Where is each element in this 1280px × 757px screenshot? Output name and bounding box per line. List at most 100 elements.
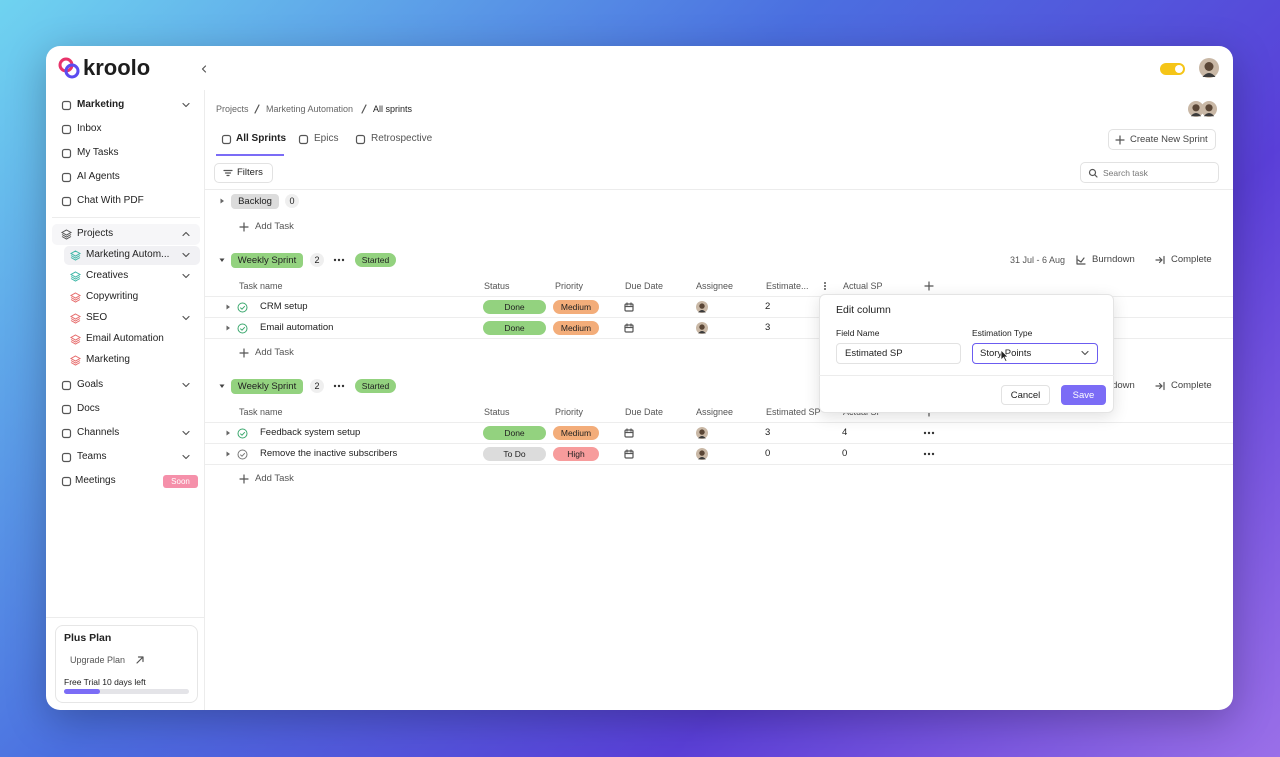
- row-divider: [205, 296, 1233, 297]
- tab[interactable]: All Sprints: [236, 133, 287, 144]
- search-box[interactable]: [1080, 162, 1219, 183]
- sprint-pill: Weekly Sprint: [231, 378, 303, 394]
- task-name[interactable]: Email automation: [260, 322, 334, 333]
- expand-arrow-part: [226, 451, 230, 457]
- project-item[interactable]: Email Automation: [86, 333, 164, 344]
- plan-title: Plus Plan: [64, 632, 112, 644]
- priority-pill[interactable]: Medium: [553, 426, 599, 440]
- nav-item[interactable]: Docs: [77, 403, 100, 414]
- priority-pill[interactable]: Medium: [553, 321, 599, 335]
- priority-pill[interactable]: Medium: [553, 300, 599, 314]
- task-check-part: [239, 452, 245, 457]
- state-pill: Started: [355, 379, 396, 393]
- tab-underline: [216, 154, 284, 156]
- cancel-button[interactable]: Cancel: [1001, 385, 1050, 405]
- collapse-arrow: [219, 258, 225, 262]
- more-icon-part: [927, 431, 931, 435]
- estimated-sp: 3: [765, 427, 771, 438]
- avatar: [1199, 58, 1219, 78]
- nav-item[interactable]: Projects: [77, 228, 114, 239]
- more-icon: [923, 431, 935, 435]
- project-item[interactable]: Marketing Autom...: [86, 249, 170, 260]
- column-header: Priority: [555, 281, 584, 291]
- nav-item[interactable]: Chat With PDF: [77, 195, 144, 206]
- plus-icon: [924, 281, 934, 291]
- nav-icon-part: [61, 172, 71, 182]
- status-pill[interactable]: Done: [483, 321, 546, 335]
- task-check-part: [239, 326, 245, 331]
- add-task[interactable]: Add Task: [255, 221, 294, 232]
- nav-item[interactable]: Channels: [77, 427, 120, 438]
- column-header: Estimate...: [766, 281, 809, 291]
- filter-icon-part: [223, 169, 233, 177]
- project-icon-part: [69, 249, 81, 261]
- nav-item[interactable]: Teams: [77, 451, 107, 462]
- project-item[interactable]: Marketing: [86, 354, 130, 365]
- tab[interactable]: Epics: [314, 133, 339, 144]
- nav-item[interactable]: Goals: [77, 379, 104, 390]
- project-item[interactable]: Copywriting: [86, 291, 139, 302]
- save-button[interactable]: Save: [1061, 385, 1106, 405]
- chevron-part: [182, 382, 190, 388]
- trial-text: Free Trial 10 days left: [64, 677, 146, 687]
- plus-icon-part: [1115, 135, 1125, 145]
- separator-part: [254, 104, 260, 114]
- plus-icon-part: [239, 222, 249, 232]
- nav-item[interactable]: Marketing: [77, 99, 125, 110]
- chevron-part: [182, 430, 190, 436]
- task-name[interactable]: CRM setup: [260, 301, 308, 312]
- separator: [254, 104, 260, 114]
- burndown-icon-part: [1076, 255, 1086, 265]
- nav-icon-part: [221, 134, 231, 144]
- column-header: Due Date: [625, 407, 664, 417]
- status-pill[interactable]: To Do: [483, 447, 546, 461]
- nav-item[interactable]: Inbox: [77, 123, 102, 134]
- upgrade-link[interactable]: Upgrade Plan: [70, 655, 126, 665]
- logo-text: kroolo: [83, 55, 151, 80]
- priority-pill[interactable]: High: [553, 447, 599, 461]
- breadcrumb[interactable]: Marketing Automation: [266, 104, 354, 114]
- tab[interactable]: Retrospective: [371, 133, 433, 144]
- status-pill[interactable]: Done: [483, 300, 546, 314]
- estimated-sp: 2: [765, 301, 771, 312]
- field-input[interactable]: Estimated SP: [836, 342, 961, 364]
- avatar-part: [1202, 73, 1216, 77]
- expand-arrow-part: [226, 430, 230, 436]
- add-task[interactable]: Add Task: [255, 347, 294, 358]
- complete[interactable]: Complete: [1171, 254, 1212, 265]
- complete[interactable]: Complete: [1171, 380, 1212, 391]
- avatar-part: [698, 310, 706, 313]
- more-icon-part: [931, 452, 935, 456]
- more-icon-part: [927, 452, 931, 456]
- breadcrumb[interactable]: Projects: [216, 104, 249, 114]
- filters-button[interactable]: [214, 163, 273, 183]
- more-icon-part: [923, 452, 927, 456]
- burndown[interactable]: Burndown: [1092, 254, 1135, 265]
- task-name[interactable]: Remove the inactive subscribers: [260, 448, 398, 459]
- actual-sp: 0: [842, 448, 848, 459]
- chevron: [182, 273, 190, 279]
- project-item[interactable]: SEO: [86, 312, 108, 323]
- button-label[interactable]: Create New Sprint: [1130, 134, 1208, 145]
- add-task[interactable]: Add Task: [255, 473, 294, 484]
- column-menu-part: [824, 288, 826, 290]
- column-menu-part: [824, 282, 826, 284]
- create-sprint-button[interactable]: [1108, 129, 1216, 150]
- chevron: [182, 430, 190, 436]
- nav-item[interactable]: My Tasks: [77, 147, 119, 158]
- collapse-arrow: [219, 384, 225, 388]
- button-label[interactable]: Filters: [237, 167, 263, 178]
- task-name[interactable]: Feedback system setup: [260, 427, 361, 438]
- chevron: [182, 454, 190, 460]
- count: 2: [310, 379, 324, 393]
- field-label: Estimation Type: [972, 328, 1033, 338]
- status-pill[interactable]: Done: [483, 426, 546, 440]
- column-menu: [824, 282, 826, 290]
- plus-icon: [1115, 135, 1125, 145]
- nav-icon-part: [61, 404, 71, 414]
- nav-item[interactable]: AI Agents: [77, 171, 120, 182]
- nav-item[interactable]: Meetings: [75, 475, 116, 486]
- project-item[interactable]: Creatives: [86, 270, 129, 281]
- project-icon: [69, 333, 81, 345]
- sprint-pill: Weekly Sprint: [231, 252, 303, 268]
